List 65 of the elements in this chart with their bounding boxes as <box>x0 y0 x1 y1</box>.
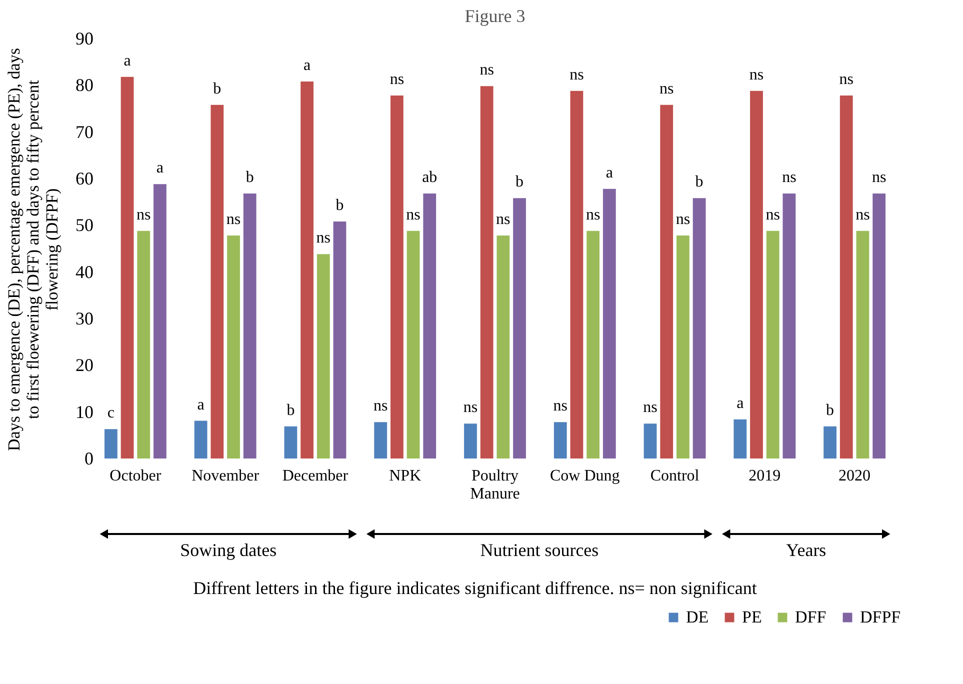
x-tick-label: Control <box>650 468 700 484</box>
data-label: b <box>246 169 254 186</box>
legend-label: DFPF <box>860 608 901 627</box>
data-label: a <box>197 396 204 414</box>
data-label: ns <box>496 211 510 228</box>
y-tick-label: 90 <box>76 28 94 48</box>
x-tick-label: Poultry Manure <box>470 468 520 502</box>
data-label: ns <box>406 206 420 224</box>
data-label: ns <box>390 71 404 88</box>
data-label: c <box>107 404 114 422</box>
text: Diffrent letters in the figure indicates significant diffrence. ns= non significant <box>193 578 757 598</box>
data-label: ns <box>856 206 870 224</box>
text: Sowing dates <box>180 540 277 560</box>
data-label: ns <box>872 169 886 186</box>
data-label: b <box>695 174 704 191</box>
data-label: b <box>213 80 222 98</box>
data-label: ns <box>480 62 494 79</box>
data-label: ns <box>749 66 764 84</box>
data-label: ns <box>553 398 568 415</box>
y-tick-label: 40 <box>76 262 94 282</box>
data-label: ns <box>659 80 674 98</box>
x-tick-label: November <box>192 468 260 484</box>
data-label: ns <box>136 206 151 224</box>
legend-label: DFF <box>795 608 826 627</box>
data-label: a <box>304 57 311 74</box>
data-label: ns <box>463 399 478 416</box>
text: Years <box>786 540 826 560</box>
data-label: b <box>516 174 524 191</box>
data-label: ns <box>766 206 780 224</box>
data-label: ns <box>570 66 584 84</box>
x-tick-label: Cow Dung <box>550 468 620 484</box>
y-axis-title: Days to emergence (DE), percentage emergence (PE), days to first floewering (DFF) and days to fifty percent flowering (DFPF) <box>4 48 62 451</box>
x-tick-label: 2020 <box>838 468 871 484</box>
legend-label: DE <box>686 608 709 627</box>
data-label: ns <box>782 169 796 186</box>
data-label: ns <box>226 211 241 228</box>
data-label: a <box>124 52 131 70</box>
x-tick-label: December <box>282 468 349 484</box>
y-tick-label: 30 <box>76 308 94 328</box>
x-tick-label: 2019 <box>748 468 781 484</box>
y-tick-label: 20 <box>76 355 94 376</box>
x-tick-label: NPK <box>389 468 422 484</box>
y-tick-label: 60 <box>76 168 94 188</box>
text: Nutrient sources <box>480 540 599 560</box>
data-label: a <box>736 394 744 412</box>
data-label: ns <box>839 71 854 88</box>
data-label: ns <box>676 211 690 228</box>
y-tick-label: 50 <box>76 215 94 236</box>
x-tick-label: October <box>110 468 162 484</box>
data-label: b <box>826 402 834 419</box>
y-tick-label: 0 <box>84 448 94 468</box>
data-label: ns <box>643 399 658 416</box>
data-label: ns <box>316 230 331 247</box>
data-label: b <box>286 402 295 419</box>
data-label: a <box>606 164 613 182</box>
data-label: ns <box>586 206 600 224</box>
chart-title: Figure 3 <box>464 6 526 26</box>
data-label: ns <box>373 398 388 415</box>
y-tick-label: 80 <box>76 75 94 96</box>
data-label: ab <box>422 169 438 186</box>
data-label: b <box>336 197 344 214</box>
y-tick-label: 70 <box>76 122 94 142</box>
y-tick-label: 10 <box>76 402 94 422</box>
legend-label: PE <box>742 608 762 627</box>
data-label: a <box>156 160 164 177</box>
